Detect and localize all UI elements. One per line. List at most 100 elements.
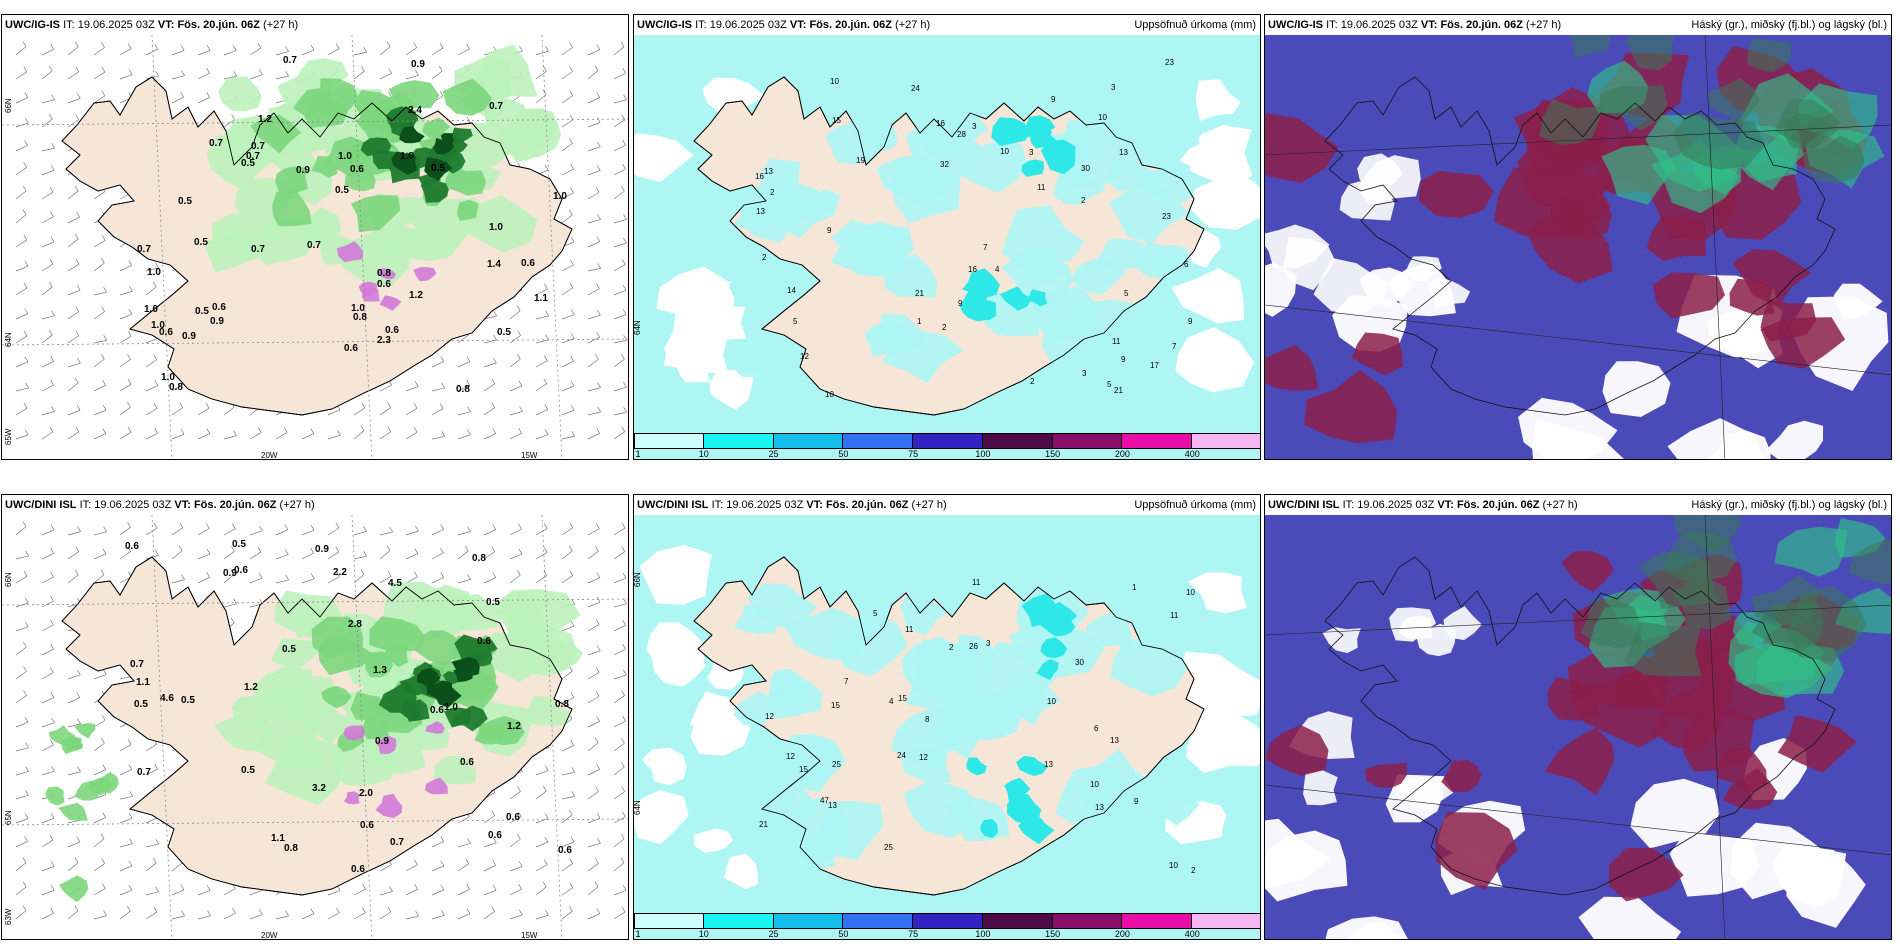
lat-label: 66N	[4, 572, 13, 587]
value-label: 0.9	[411, 59, 425, 70]
value-label: 0.5	[335, 185, 349, 196]
value-label: 0.8	[353, 312, 367, 323]
value-label: 1.2	[258, 114, 272, 125]
model-name: UWC/DINI ISL	[637, 499, 709, 511]
value-label: 0.7	[246, 151, 260, 162]
init-time: 19.06.2025 03Z	[726, 499, 804, 511]
value-label: 13	[764, 167, 773, 176]
value-label: 11	[1170, 611, 1179, 620]
map-panel-row1-clouds[interactable]: UWC/IG-IS IT: 19.06.2025 03Z VT: Fös. 20…	[1264, 14, 1892, 460]
value-label: 10	[1090, 780, 1099, 789]
value-label: 25	[832, 760, 841, 769]
value-label: 1.0	[553, 191, 567, 202]
value-label: 16	[755, 172, 764, 181]
value-label: 0.5	[194, 237, 208, 248]
value-label: 1.0	[489, 222, 503, 233]
value-label: 2.3	[377, 335, 391, 346]
value-label: 3	[1082, 369, 1087, 378]
map-panel-row2-accum-precip[interactable]: UWC/DINI ISL IT: 19.06.2025 03Z VT: Fös.…	[633, 494, 1261, 940]
value-label: 0.5	[282, 644, 296, 655]
value-label: 0.6	[460, 757, 474, 768]
value-label: 1.0	[351, 303, 365, 314]
panel-header: UWC/IG-IS IT: 19.06.2025 03Z VT: Fös. 20…	[2, 15, 628, 35]
value-label: 3.2	[312, 783, 326, 794]
map-panel-row2-clouds[interactable]: UWC/DINI ISL IT: 19.06.2025 03Z VT: Fös.…	[1264, 494, 1892, 940]
valid-time: Fös. 20.jún. 06Z	[1456, 499, 1540, 511]
value-label: 1.3	[373, 665, 387, 676]
value-label: 30	[1081, 164, 1090, 173]
colorbar-tick-label: 10	[698, 929, 709, 939]
map-panel-row1-precip-wind[interactable]: UWC/IG-IS IT: 19.06.2025 03Z VT: Fös. 20…	[1, 14, 629, 460]
value-label: 15	[832, 116, 841, 125]
value-label: 0.7	[130, 659, 144, 670]
value-label: 5	[1107, 380, 1112, 389]
value-label: 3	[972, 122, 977, 131]
value-label: 21	[759, 820, 768, 829]
value-label: 7	[1172, 342, 1177, 351]
colorbar-swatch	[634, 433, 704, 449]
value-label: 2	[1191, 866, 1196, 875]
colorbar-swatch	[773, 913, 844, 929]
value-label: 0.6	[477, 636, 491, 647]
value-label: 0.7	[137, 244, 151, 255]
model-name: UWC/DINI ISL	[5, 499, 77, 511]
value-label: 1.0	[444, 702, 458, 713]
value-label: 5	[1124, 289, 1129, 298]
model-name: UWC/IG-IS	[637, 19, 692, 31]
value-label: 21	[1114, 386, 1123, 395]
value-label: 0.7	[489, 101, 503, 112]
value-label: 0.7	[307, 240, 321, 251]
value-label: 0.5	[241, 765, 255, 776]
accum-precip-map	[634, 495, 1260, 939]
colorbar-tick-label: 1	[635, 929, 641, 939]
value-label: 6	[1184, 260, 1189, 269]
lat-label: 66N	[633, 572, 642, 587]
value-label: 24	[911, 84, 920, 93]
lon-label: 15W	[521, 931, 538, 940]
value-label: 1.0	[338, 151, 352, 162]
colorbar-tick-label: 50	[838, 449, 849, 459]
value-label: 13	[828, 801, 837, 810]
value-label: 0.8	[555, 699, 569, 710]
colorbar-tick-label: 200	[1114, 449, 1130, 459]
value-label: 4	[995, 265, 1000, 274]
value-label: 16	[968, 265, 977, 274]
value-label: 3	[1111, 83, 1116, 92]
value-label: 0.8	[472, 553, 486, 564]
value-label: 16	[936, 119, 945, 128]
value-label: 12	[765, 712, 774, 721]
colorbar-tick-label: 400	[1184, 449, 1200, 459]
value-label: 2.8	[348, 619, 362, 630]
value-label: 9	[1051, 95, 1056, 104]
model-name: UWC/DINI ISL	[1268, 499, 1340, 511]
value-label: 0.6	[521, 258, 535, 269]
value-label: 2.2	[333, 567, 347, 578]
value-label: 0.7	[209, 138, 223, 149]
value-label: 23	[1162, 212, 1171, 221]
map-panel-row1-accum-precip[interactable]: UWC/IG-IS IT: 19.06.2025 03Z VT: Fös. 20…	[633, 14, 1261, 460]
value-label: 9	[1134, 797, 1139, 806]
map-panel-row2-precip-wind[interactable]: UWC/DINI ISL IT: 19.06.2025 03Z VT: Fös.…	[1, 494, 629, 940]
value-label: 1	[917, 317, 922, 326]
value-label: 3	[1029, 148, 1034, 157]
lead-time: (+27 h)	[1526, 19, 1562, 31]
value-label: 0.7	[251, 141, 265, 152]
value-label: 1.0	[161, 372, 175, 383]
colorbar-swatch	[1052, 433, 1123, 449]
value-label: 10	[1186, 588, 1195, 597]
colorbar-swatch	[913, 433, 983, 449]
value-label: 0.7	[251, 244, 265, 255]
cloud-cover-map	[1265, 15, 1891, 459]
colorbar-swatch	[982, 913, 1053, 929]
value-label: 0.9	[210, 316, 224, 327]
colorbar-tick-label: 200	[1114, 929, 1130, 939]
value-label: 0.6	[125, 541, 139, 552]
value-label: 9	[827, 226, 832, 235]
value-label: 0.5	[241, 158, 255, 169]
colorbar-tick-label: 100	[975, 449, 991, 459]
value-label: 2	[942, 323, 947, 332]
value-label: 2	[762, 253, 767, 262]
colorbar-swatch	[843, 913, 914, 929]
value-label: 0.9	[223, 568, 237, 579]
value-label: 0.6	[430, 705, 444, 716]
